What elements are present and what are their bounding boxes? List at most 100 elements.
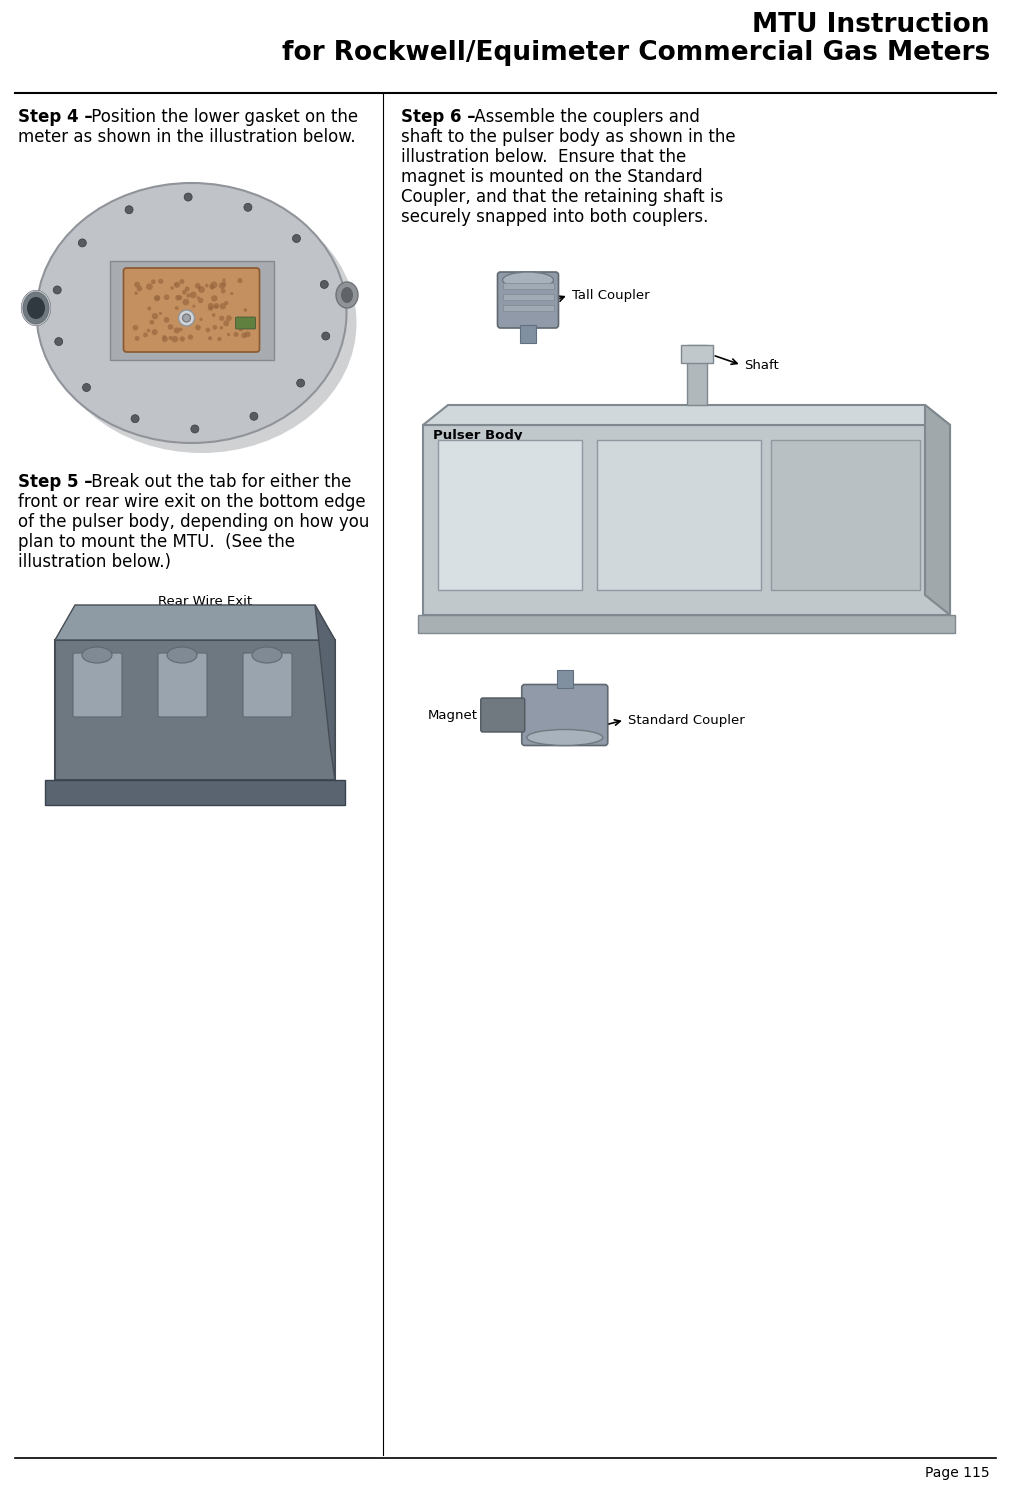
- Text: MTU Instruction: MTU Instruction: [752, 12, 990, 37]
- Circle shape: [244, 309, 247, 312]
- Text: magnet is mounted on the Standard: magnet is mounted on the Standard: [401, 168, 703, 186]
- Circle shape: [185, 286, 190, 291]
- Circle shape: [183, 313, 190, 322]
- Circle shape: [211, 295, 217, 301]
- Ellipse shape: [47, 193, 357, 453]
- Ellipse shape: [36, 183, 347, 444]
- Circle shape: [231, 292, 234, 295]
- FancyBboxPatch shape: [686, 345, 707, 405]
- Text: plan to mount the MTU.  (See the: plan to mount the MTU. (See the: [18, 534, 295, 552]
- Circle shape: [219, 325, 223, 330]
- Ellipse shape: [527, 730, 603, 745]
- Circle shape: [164, 294, 170, 300]
- Circle shape: [177, 295, 182, 300]
- Circle shape: [219, 316, 224, 321]
- Circle shape: [151, 279, 156, 285]
- Circle shape: [83, 384, 91, 391]
- Circle shape: [174, 282, 180, 288]
- Circle shape: [219, 303, 225, 309]
- Text: Magnet: Magnet: [428, 709, 478, 721]
- Circle shape: [239, 327, 244, 331]
- Circle shape: [226, 333, 231, 336]
- Text: Standard Coupler: Standard Coupler: [628, 714, 744, 727]
- Polygon shape: [423, 405, 950, 426]
- FancyBboxPatch shape: [73, 654, 122, 717]
- Circle shape: [188, 334, 193, 340]
- Circle shape: [162, 336, 168, 342]
- Text: Assemble the couplers and: Assemble the couplers and: [469, 108, 700, 126]
- Circle shape: [250, 412, 258, 420]
- Circle shape: [186, 294, 191, 298]
- Circle shape: [144, 333, 148, 337]
- Circle shape: [171, 286, 174, 289]
- Circle shape: [192, 304, 195, 307]
- Circle shape: [320, 280, 329, 288]
- Circle shape: [147, 328, 151, 333]
- Circle shape: [198, 298, 203, 303]
- Circle shape: [199, 318, 203, 321]
- FancyBboxPatch shape: [522, 685, 608, 745]
- Text: Step 5 –: Step 5 –: [18, 474, 92, 492]
- Circle shape: [54, 286, 62, 294]
- Ellipse shape: [252, 648, 282, 663]
- Circle shape: [197, 297, 200, 300]
- FancyBboxPatch shape: [557, 670, 573, 688]
- FancyBboxPatch shape: [423, 426, 950, 615]
- Circle shape: [195, 283, 200, 289]
- Text: Front Wire Exit: Front Wire Exit: [167, 791, 264, 805]
- Circle shape: [198, 286, 205, 292]
- Circle shape: [205, 328, 210, 333]
- Circle shape: [191, 424, 199, 433]
- FancyBboxPatch shape: [45, 779, 345, 805]
- Circle shape: [195, 325, 201, 330]
- Text: Pulser Body: Pulser Body: [433, 429, 523, 442]
- Circle shape: [175, 295, 181, 300]
- Circle shape: [221, 282, 226, 286]
- Circle shape: [150, 319, 155, 325]
- Circle shape: [148, 306, 152, 310]
- Circle shape: [159, 312, 162, 315]
- Text: for Rockwell/Equimeter Commercial Gas Meters: for Rockwell/Equimeter Commercial Gas Me…: [282, 40, 990, 66]
- FancyBboxPatch shape: [55, 640, 335, 779]
- Circle shape: [132, 325, 139, 331]
- Circle shape: [296, 379, 304, 387]
- FancyBboxPatch shape: [158, 654, 207, 717]
- FancyBboxPatch shape: [438, 441, 581, 591]
- Circle shape: [210, 286, 214, 289]
- FancyBboxPatch shape: [596, 441, 760, 591]
- Circle shape: [172, 336, 178, 342]
- Circle shape: [217, 337, 221, 342]
- Bar: [18, 148, 365, 459]
- Circle shape: [179, 328, 183, 331]
- FancyBboxPatch shape: [109, 261, 274, 360]
- Circle shape: [179, 310, 194, 325]
- FancyBboxPatch shape: [520, 325, 536, 343]
- Circle shape: [234, 331, 239, 337]
- Circle shape: [158, 279, 164, 283]
- Ellipse shape: [22, 291, 50, 325]
- Text: Step 6 –: Step 6 –: [401, 108, 475, 126]
- FancyBboxPatch shape: [680, 345, 713, 363]
- Circle shape: [213, 303, 219, 309]
- Circle shape: [179, 279, 184, 285]
- FancyBboxPatch shape: [243, 654, 292, 717]
- Circle shape: [180, 336, 185, 342]
- Circle shape: [218, 282, 225, 289]
- FancyBboxPatch shape: [418, 615, 955, 633]
- Polygon shape: [925, 405, 950, 615]
- Ellipse shape: [502, 271, 553, 288]
- Circle shape: [220, 289, 225, 294]
- Text: illustration below.): illustration below.): [18, 553, 171, 571]
- Text: Position the lower gasket on the: Position the lower gasket on the: [86, 108, 358, 126]
- Circle shape: [146, 283, 153, 289]
- Circle shape: [211, 313, 215, 316]
- FancyBboxPatch shape: [502, 294, 553, 300]
- Circle shape: [197, 286, 201, 289]
- FancyBboxPatch shape: [123, 268, 260, 352]
- Circle shape: [184, 193, 192, 201]
- Circle shape: [125, 205, 133, 214]
- Circle shape: [155, 295, 160, 301]
- FancyBboxPatch shape: [502, 283, 553, 289]
- FancyBboxPatch shape: [481, 699, 525, 732]
- Polygon shape: [55, 606, 335, 640]
